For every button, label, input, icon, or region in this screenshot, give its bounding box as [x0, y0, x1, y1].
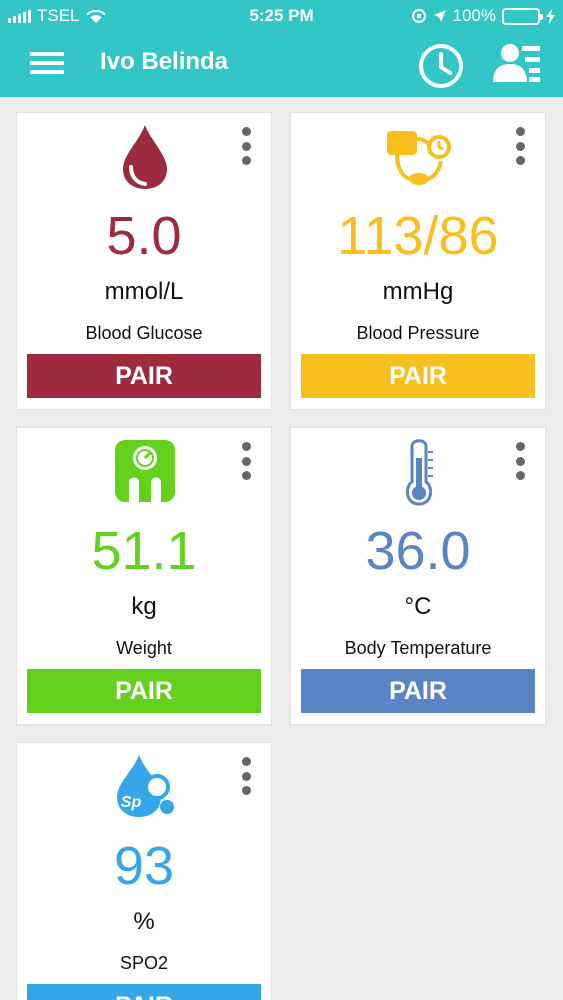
blood-drop-icon [123, 125, 167, 189]
spo2-drop-icon: Sp [117, 755, 174, 817]
weight-unit: kg [131, 593, 157, 620]
spo2-icon-text: Sp [121, 794, 142, 811]
location-icon [433, 10, 446, 22]
weight-label: Weight [116, 638, 172, 658]
temperature-label: Body Temperature [344, 638, 492, 658]
weight-value: 51.1 [91, 521, 197, 581]
body-temperature-card[interactable]: 36.0 °C Body Temperature PAIR [290, 427, 546, 725]
pair-temperature-button[interactable]: PAIR [301, 669, 535, 713]
thermometer-icon [405, 439, 433, 506]
glucose-label: Blood Glucose [85, 323, 203, 343]
more-options-icon[interactable] [239, 442, 253, 480]
more-options-icon[interactable] [513, 127, 527, 165]
pair-glucose-button[interactable]: PAIR [27, 354, 261, 398]
status-bar: TSEL 5:25 PM 100% [0, 0, 563, 32]
carrier-name: TSEL [37, 6, 80, 25]
pair-weight-button[interactable]: PAIR [27, 669, 261, 713]
blood-glucose-card[interactable]: 5.0 mmol/L Blood Glucose PAIR [16, 112, 272, 410]
pair-blood-pressure-button[interactable]: PAIR [301, 354, 535, 398]
weight-scale-icon [115, 440, 175, 502]
page-title: Ivo Belinda [100, 48, 229, 75]
charging-icon [546, 8, 555, 24]
history-clock-icon[interactable] [417, 42, 465, 90]
battery-icon [502, 7, 543, 25]
status-left: TSEL [8, 6, 106, 26]
weight-card[interactable]: 51.1 kg Weight PAIR [16, 427, 272, 725]
more-options-icon[interactable] [239, 757, 253, 795]
menu-icon[interactable] [30, 52, 64, 74]
pair-spo2-button[interactable]: PAIR [27, 984, 261, 1000]
glucose-unit: mmol/L [104, 278, 184, 305]
more-options-icon[interactable] [239, 127, 253, 165]
spo2-card[interactable]: Sp 93 % SPO2 PAIR [16, 742, 272, 1000]
status-right: 100% [411, 6, 555, 26]
orientation-lock-icon [411, 9, 426, 23]
temperature-unit: °C [404, 593, 432, 620]
blood-pressure-card[interactable]: 113/86 mmHg Blood Pressure PAIR [290, 112, 546, 410]
spo2-value: 93 [113, 836, 175, 896]
app-header: TSEL 5:25 PM 100% Ivo Belinda [0, 0, 563, 97]
blood-pressure-value: 113/86 [337, 206, 499, 266]
more-options-icon[interactable] [513, 442, 527, 480]
glucose-value: 5.0 [106, 206, 182, 266]
spo2-label: SPO2 [119, 953, 169, 973]
temperature-value: 36.0 [365, 521, 471, 581]
blood-pressure-label: Blood Pressure [356, 323, 480, 343]
blood-pressure-unit: mmHg [382, 278, 454, 305]
spo2-unit: % [133, 908, 155, 935]
profile-list-icon[interactable] [491, 42, 543, 84]
battery-percent: 100% [452, 6, 496, 25]
blood-pressure-monitor-icon [387, 131, 451, 185]
status-time: 5:25 PM [249, 6, 314, 25]
wifi-icon [85, 9, 106, 23]
signal-icon [8, 9, 31, 23]
